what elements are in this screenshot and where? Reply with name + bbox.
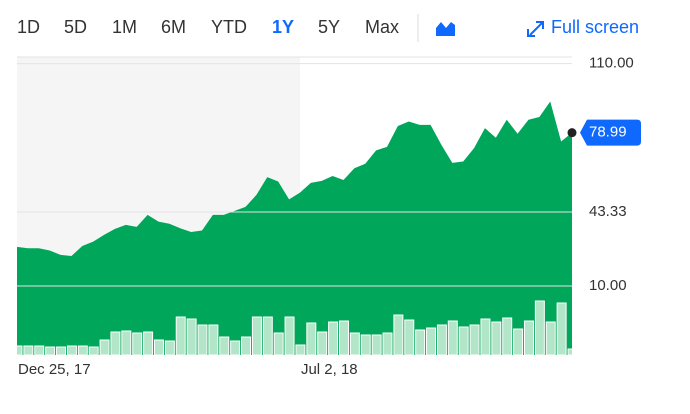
volume-bar (230, 340, 241, 355)
volume-bar (23, 345, 34, 355)
volume-bar (360, 334, 371, 355)
volume-bar (458, 326, 469, 355)
range-tab[interactable]: YTD (211, 17, 247, 37)
range-tab[interactable]: 1M (112, 17, 137, 37)
volume-bar (513, 328, 524, 355)
range-tab[interactable]: 1Y (272, 17, 294, 37)
plot (17, 101, 572, 355)
volume-bar (262, 316, 273, 355)
expand-arrows[interactable] (527, 21, 544, 37)
y-tick-label: 43.33 (589, 203, 627, 220)
y-tick-label: 110.00 (589, 55, 634, 72)
range-tab[interactable]: 6M (161, 17, 186, 37)
volume-bar (491, 321, 502, 355)
full-screen-icon[interactable] (527, 21, 544, 37)
volume-bar (317, 331, 328, 355)
volume-bar (328, 321, 339, 355)
volume-bar (241, 336, 252, 355)
area-icon[interactable] (436, 22, 455, 36)
volume-bar (404, 319, 415, 355)
volume-bar (164, 340, 175, 355)
volume-bar (197, 324, 208, 355)
range-tab[interactable]: 1D (17, 17, 40, 37)
volume-bar (219, 336, 230, 355)
last-price-label: 78.99 (589, 124, 627, 141)
volume-bar (338, 320, 349, 355)
volume-bar (99, 339, 110, 355)
volume-bar (567, 348, 572, 355)
volume-bar (284, 316, 295, 355)
volume-bar (426, 327, 437, 355)
volume-bar (121, 330, 132, 355)
volume-bar (480, 318, 491, 355)
y-tick-label: 10.00 (589, 277, 627, 294)
volume-bar (132, 332, 143, 355)
x-tick-label: Jul 2, 18 (301, 361, 358, 378)
chart-type-icon[interactable] (436, 22, 455, 36)
volume-bar (447, 320, 458, 355)
volume-bar (273, 332, 284, 355)
volume-bar (393, 314, 404, 355)
volume-bar (371, 334, 382, 355)
volume-bar (306, 322, 317, 355)
volume-bar (77, 345, 88, 355)
volume-bar (175, 316, 186, 355)
volume-bar (208, 324, 219, 355)
volume-bar (45, 346, 56, 355)
volume-bar (382, 332, 393, 355)
volume-bar (469, 324, 480, 355)
full-screen-link[interactable]: Full screen (551, 17, 639, 37)
volume-bar (295, 344, 306, 355)
price-area (17, 101, 572, 355)
volume-bar (153, 339, 164, 355)
x-tick-label: Dec 25, 17 (18, 361, 91, 378)
volume-bar (534, 300, 545, 355)
volume-bar (523, 320, 534, 355)
volume-bar (251, 316, 262, 355)
volume-bar (110, 331, 121, 355)
volume-bar (143, 331, 154, 355)
volume-bar (88, 346, 99, 355)
volume-bar (17, 345, 23, 355)
volume-bar (34, 345, 45, 355)
range-tab[interactable]: 5D (64, 17, 87, 37)
volume-bar (545, 321, 556, 355)
volume-bar (436, 324, 447, 355)
price-tag (580, 119, 641, 146)
volume-bar (415, 329, 426, 355)
volume-bar (502, 317, 513, 355)
range-tab[interactable]: Max (365, 17, 399, 37)
volume-bar (186, 318, 197, 355)
last-price-dot (567, 128, 577, 138)
volume-bar (56, 346, 67, 355)
volume-bar (556, 302, 567, 355)
volume-bar (66, 345, 77, 355)
range-tab[interactable]: 5Y (318, 17, 340, 37)
volume-bar (349, 332, 360, 355)
